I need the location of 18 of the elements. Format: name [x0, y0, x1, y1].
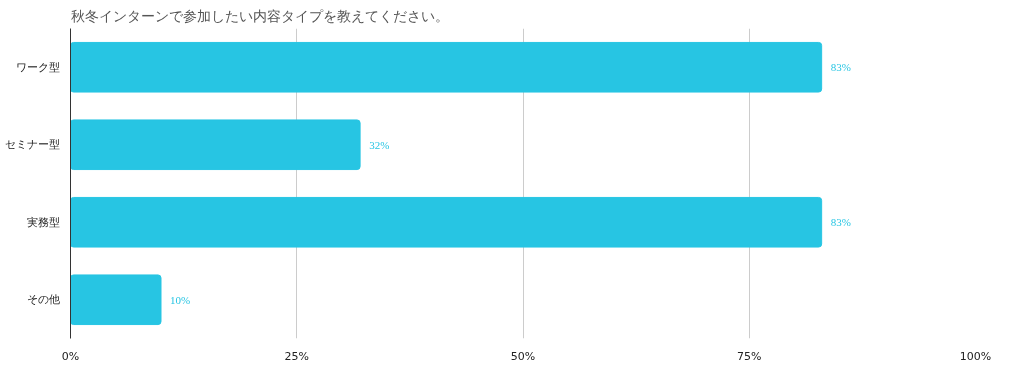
x-tick-label: 25% — [284, 349, 309, 363]
data-label: 83% — [830, 61, 851, 74]
data-label: 83% — [830, 216, 851, 229]
data-label: 32% — [369, 138, 390, 151]
chart-title: 秋冬インターンで参加したい内容タイプを教えてください。 — [70, 7, 449, 24]
x-tick-label: 100% — [959, 349, 992, 363]
bar — [70, 196, 823, 248]
bar — [70, 274, 162, 326]
x-tick-label: 0% — [61, 349, 80, 363]
y-tick-label: セミナー型 — [4, 138, 60, 152]
bar — [70, 41, 823, 93]
bar — [70, 119, 361, 171]
data-label: 10% — [170, 293, 191, 306]
x-tick-label: 50% — [510, 349, 536, 363]
y-tick-label: 実務型 — [26, 215, 60, 229]
y-tick-label: ワーク型 — [15, 60, 60, 74]
y-tick-label: その他 — [26, 293, 60, 307]
x-tick-label: 75% — [737, 349, 762, 363]
